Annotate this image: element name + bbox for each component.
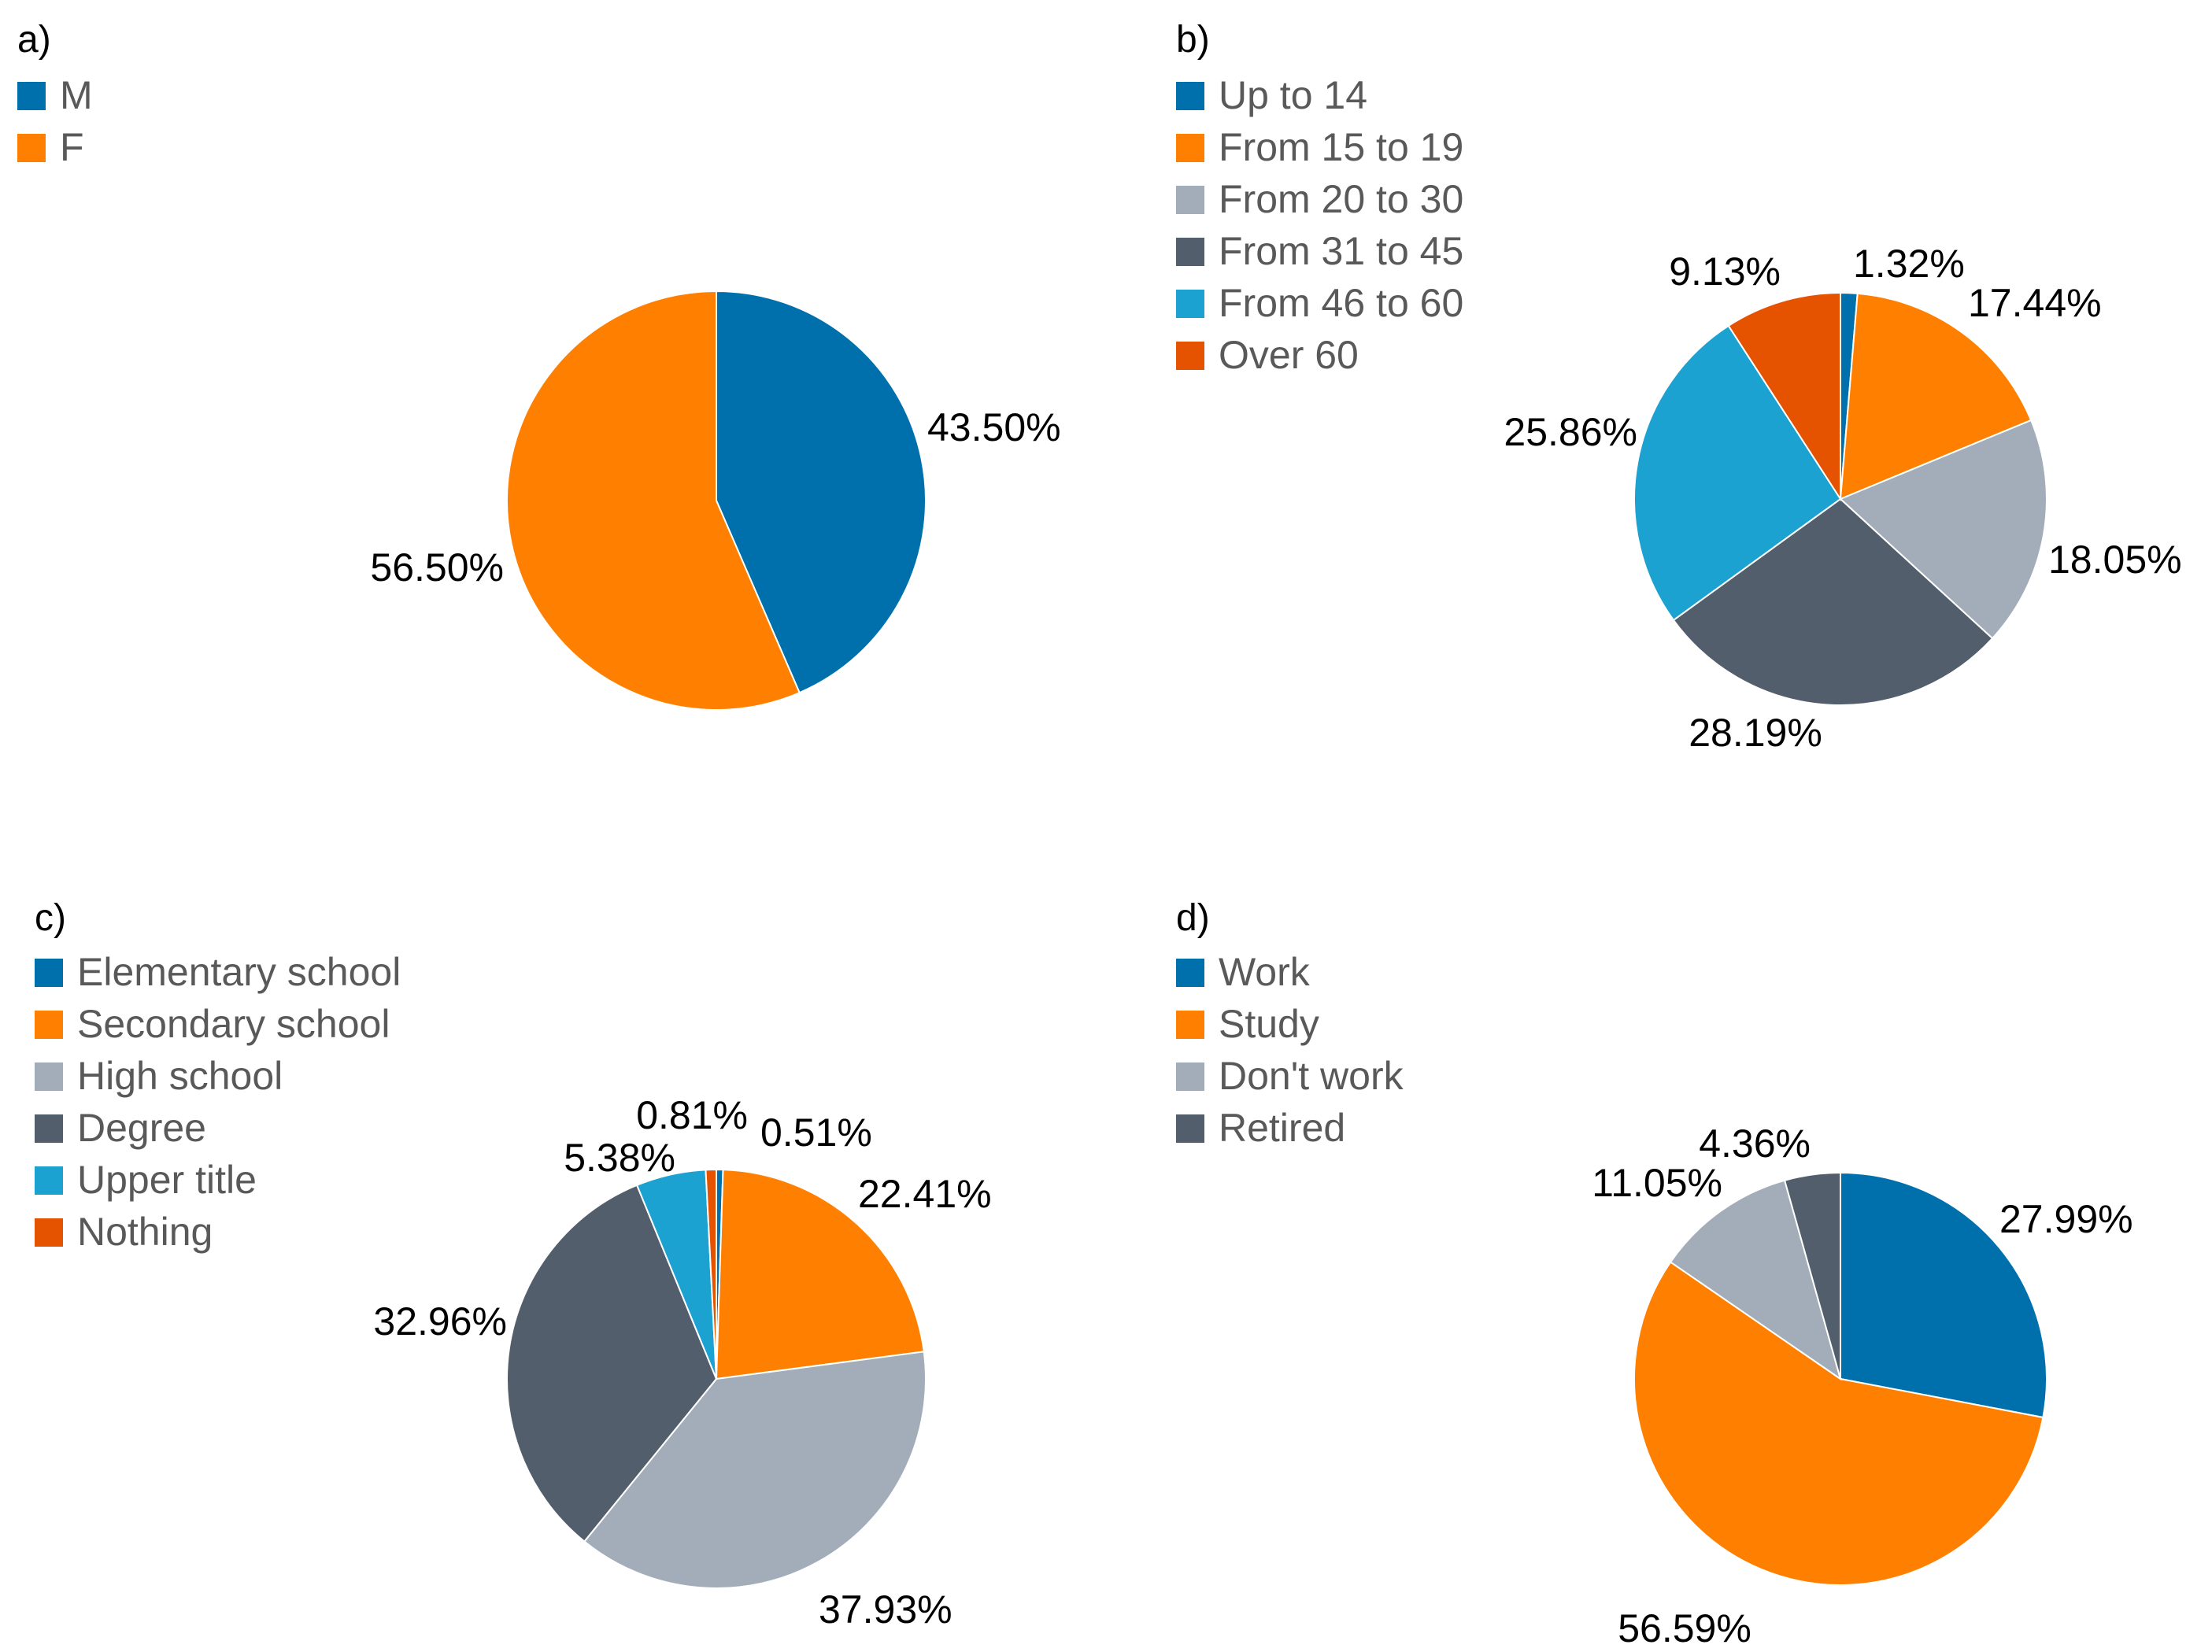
pie-slice — [1727, 291, 1841, 502]
legend-entry: From 15 to 19 — [1219, 125, 1463, 169]
slice-value-label: 25.86% — [1504, 410, 1637, 454]
slice-value-label: 4.36% — [1699, 1122, 1811, 1166]
panel-letter: d) — [1176, 897, 1210, 939]
panel-letter: c) — [35, 897, 66, 939]
pie-slice — [1839, 292, 2033, 501]
slice-value-label: 37.93% — [819, 1587, 952, 1632]
pie-slice — [1672, 497, 1994, 706]
pie-slice — [1783, 1171, 1841, 1380]
slice-value-label: 0.81% — [636, 1093, 748, 1137]
legend-swatch — [1176, 1114, 1204, 1143]
slice-value-label: 56.59% — [1618, 1606, 1751, 1650]
pie-slice — [1633, 324, 1842, 622]
pie-slice — [505, 290, 801, 711]
legend-swatch — [1176, 1011, 1204, 1039]
legend-swatch — [1176, 238, 1204, 266]
slice-value-label: 22.41% — [858, 1172, 992, 1216]
panel-letter: a) — [17, 19, 51, 61]
slice-value-label: 5.38% — [564, 1136, 675, 1180]
slice-value-label: 17.44% — [1968, 281, 2102, 325]
slice-value-label: 9.13% — [1669, 249, 1781, 294]
slice-value-label: 32.96% — [373, 1299, 507, 1343]
legend-swatch — [1176, 134, 1204, 162]
legend-swatch — [1176, 82, 1204, 110]
pie-slice — [1633, 1261, 2044, 1586]
legend-swatch — [1176, 290, 1204, 318]
chart-panel-a: a)MF 43.50% 56.50% — [17, 19, 1061, 711]
legend-swatch — [17, 82, 46, 110]
legend-swatch — [1176, 342, 1204, 370]
legend-swatch — [35, 1011, 63, 1039]
legend-entry: From 31 to 45 — [1219, 229, 1463, 273]
legend-swatch — [17, 134, 46, 162]
legend-entry: Retired — [1219, 1106, 1345, 1150]
pie-slice — [1840, 1171, 2047, 1419]
pie-slice — [506, 1184, 718, 1543]
chart-panel-c: c) Elementary school Secondary school High … — [35, 897, 992, 1632]
panel-letter: b) — [1176, 19, 1210, 61]
legend-entry: Secondary school — [77, 1002, 390, 1046]
legend-entry: Up to 14 — [1219, 73, 1367, 117]
legend-swatch — [35, 1218, 63, 1247]
slice-value-label: 28.19% — [1689, 711, 1822, 755]
legend-entry: From 20 to 30 — [1219, 177, 1463, 221]
legend-entry: Study — [1219, 1002, 1319, 1046]
legend-entry: Upper title — [77, 1158, 257, 1202]
legend-swatch — [35, 1063, 63, 1091]
legend-swatch — [35, 1166, 63, 1195]
legend-entry: Work — [1219, 950, 1311, 994]
slice-value-label: 43.50% — [927, 405, 1061, 449]
legend-swatch — [1176, 959, 1204, 987]
legend-swatch — [35, 1114, 63, 1143]
pie-slice — [705, 1168, 717, 1380]
legend-entry: M — [60, 73, 93, 117]
legend-entry: High school — [77, 1054, 283, 1098]
slice-value-label: 27.99% — [1999, 1197, 2133, 1241]
legend-entry: F — [60, 125, 84, 169]
legend-entry: Don't work — [1219, 1054, 1404, 1098]
slice-value-label: 11.05% — [1592, 1161, 1722, 1205]
pie-slice — [583, 1351, 927, 1589]
legend-entry: Degree — [77, 1106, 206, 1150]
legend-swatch — [35, 959, 63, 987]
slice-value-label: 0.51% — [760, 1111, 872, 1155]
legend-swatch — [1176, 186, 1204, 214]
chart-panel-b: b)Up to 14 From 15 to 19 From 20 to 30 From… — [1176, 19, 2182, 755]
chart-panel-d: d)Work Study Don't work Retired 27.99% 56.59%… — [1176, 897, 2133, 1650]
legend-entry: Nothing — [77, 1210, 213, 1254]
slice-value-label: 18.05% — [2048, 538, 2182, 582]
pie-slice — [1839, 419, 2047, 640]
slice-value-label: 56.50% — [370, 545, 504, 589]
legend-entry: Over 60 — [1219, 333, 1359, 377]
legend-swatch — [1176, 1063, 1204, 1091]
legend-entry: Elementary school — [77, 950, 401, 994]
pie-slice — [716, 290, 927, 694]
slice-value-label: 1.32% — [1853, 242, 1965, 286]
legend-entry: From 46 to 60 — [1219, 281, 1463, 325]
pie-slice — [715, 1169, 925, 1380]
